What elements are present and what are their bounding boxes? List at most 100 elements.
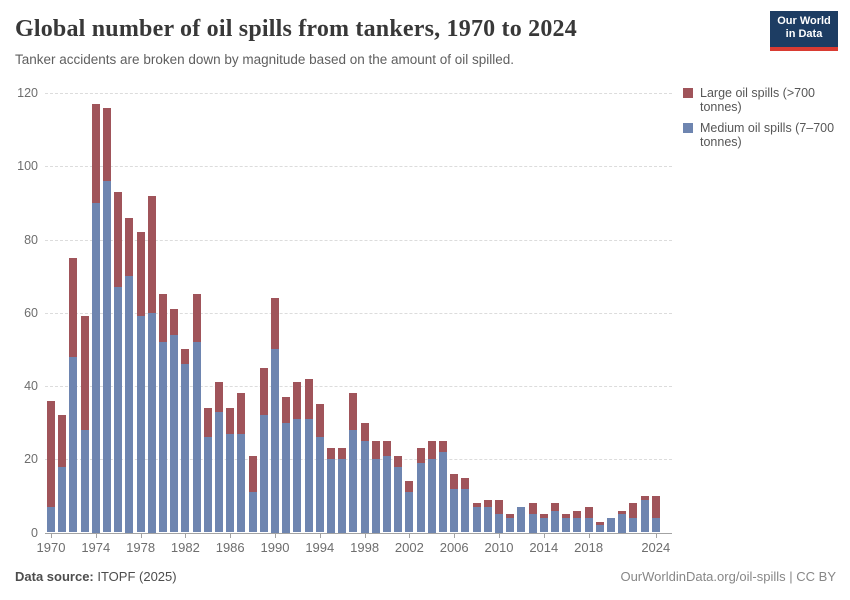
bar-medium-2009[interactable] (483, 506, 492, 533)
owid-logo[interactable]: Our World in Data (770, 11, 838, 51)
bar-medium-2003[interactable] (416, 462, 425, 533)
bar-medium-2001[interactable] (394, 466, 403, 533)
bar-large-1985[interactable] (215, 382, 223, 412)
bar-large-2019[interactable] (595, 521, 604, 526)
bar-large-2014[interactable] (539, 514, 548, 518)
bar-large-2022[interactable] (629, 503, 638, 518)
bar-large-1994[interactable] (315, 404, 324, 438)
bar-large-1991[interactable] (282, 396, 291, 423)
bar-medium-2023[interactable] (640, 499, 649, 533)
bar-large-1983[interactable] (192, 294, 201, 343)
bar-large-1977[interactable] (125, 217, 134, 277)
bar-large-1989[interactable] (259, 367, 268, 416)
bar-large-1998[interactable] (360, 422, 369, 441)
bar-medium-1981[interactable] (170, 334, 179, 533)
bar-large-1978[interactable] (136, 232, 145, 317)
bar-medium-2016[interactable] (562, 517, 571, 533)
bar-large-2006[interactable] (450, 473, 459, 489)
bar-medium-1985[interactable] (215, 411, 223, 533)
bar-large-1993[interactable] (304, 378, 313, 419)
bar-medium-2008[interactable] (472, 506, 481, 533)
bar-medium-1993[interactable] (304, 418, 313, 533)
bar-medium-2021[interactable] (618, 514, 627, 533)
bar-large-2008[interactable] (472, 503, 481, 507)
bar-medium-2004[interactable] (427, 459, 436, 533)
bar-large-2010[interactable] (495, 499, 503, 515)
bar-medium-1987[interactable] (237, 433, 246, 533)
bar-medium-2017[interactable] (573, 517, 582, 533)
bar-medium-2007[interactable] (461, 488, 470, 533)
legend-item-medium[interactable]: Medium oil spills (7–700 tonnes) (683, 121, 845, 149)
bar-medium-1976[interactable] (114, 287, 123, 533)
bar-large-1999[interactable] (371, 440, 380, 460)
bar-medium-1992[interactable] (293, 418, 302, 533)
bar-medium-1986[interactable] (226, 433, 235, 533)
bar-medium-1973[interactable] (80, 429, 89, 533)
bar-large-1973[interactable] (80, 316, 89, 430)
bar-medium-2005[interactable] (439, 451, 447, 533)
bar-large-2001[interactable] (394, 455, 403, 467)
attribution-link[interactable]: OurWorldinData.org/oil-spills | CC BY (620, 569, 836, 584)
bar-medium-2015[interactable] (551, 510, 559, 533)
bar-large-1976[interactable] (114, 191, 123, 288)
bar-large-2000[interactable] (383, 440, 391, 456)
bar-large-1975[interactable] (103, 107, 111, 181)
bar-large-1980[interactable] (159, 294, 167, 343)
bar-medium-2011[interactable] (506, 517, 515, 533)
bar-large-2016[interactable] (562, 514, 571, 518)
bar-large-1972[interactable] (69, 257, 78, 357)
bar-large-2003[interactable] (416, 448, 425, 463)
bar-medium-1989[interactable] (259, 415, 268, 533)
bar-large-2015[interactable] (551, 503, 559, 511)
bar-large-2017[interactable] (573, 510, 582, 518)
legend-item-large[interactable]: Large oil spills (>700 tonnes) (683, 86, 845, 114)
bar-medium-1982[interactable] (181, 364, 190, 533)
bar-large-1995[interactable] (327, 448, 335, 460)
bar-large-2005[interactable] (439, 440, 447, 452)
bar-medium-2014[interactable] (539, 517, 548, 533)
bar-large-1984[interactable] (203, 407, 212, 438)
bar-medium-2018[interactable] (584, 517, 593, 533)
bar-medium-1977[interactable] (125, 276, 134, 533)
bar-large-2023[interactable] (640, 495, 649, 500)
bar-medium-1983[interactable] (192, 342, 201, 533)
bar-large-2002[interactable] (405, 481, 414, 493)
bar-medium-2006[interactable] (450, 488, 459, 533)
bar-medium-1974[interactable] (91, 202, 100, 533)
bar-medium-2012[interactable] (517, 506, 526, 533)
bar-medium-1997[interactable] (349, 429, 358, 533)
bar-medium-1995[interactable] (327, 459, 335, 533)
bar-medium-2022[interactable] (629, 517, 638, 533)
bar-large-2011[interactable] (506, 514, 515, 518)
bar-large-1974[interactable] (91, 103, 100, 203)
bar-large-1970[interactable] (47, 400, 55, 507)
bar-medium-1980[interactable] (159, 342, 167, 533)
bar-medium-1996[interactable] (338, 459, 347, 533)
bar-large-2004[interactable] (427, 440, 436, 460)
bar-large-2009[interactable] (483, 499, 492, 507)
bar-medium-1972[interactable] (69, 356, 78, 533)
bar-medium-2024[interactable] (651, 517, 660, 533)
bar-large-1990[interactable] (271, 298, 279, 350)
bar-medium-1994[interactable] (315, 437, 324, 533)
bar-medium-1978[interactable] (136, 316, 145, 533)
bar-medium-2013[interactable] (528, 514, 537, 533)
bar-medium-1979[interactable] (147, 312, 156, 533)
bar-large-1996[interactable] (338, 448, 347, 460)
bar-medium-1991[interactable] (282, 422, 291, 533)
bar-large-2013[interactable] (528, 503, 537, 515)
bar-large-1986[interactable] (226, 407, 235, 434)
bar-large-1979[interactable] (147, 195, 156, 313)
bar-large-2007[interactable] (461, 477, 470, 489)
bar-large-2021[interactable] (618, 510, 627, 515)
bar-medium-2019[interactable] (595, 525, 604, 533)
bar-medium-2002[interactable] (405, 492, 414, 533)
bar-medium-1971[interactable] (58, 466, 67, 533)
bar-large-1971[interactable] (58, 415, 67, 467)
bar-medium-1988[interactable] (248, 492, 257, 533)
bar-medium-1999[interactable] (371, 459, 380, 533)
bar-large-1988[interactable] (248, 455, 257, 493)
bar-medium-2020[interactable] (607, 517, 615, 533)
bar-large-1997[interactable] (349, 393, 358, 430)
bar-medium-1998[interactable] (360, 440, 369, 533)
